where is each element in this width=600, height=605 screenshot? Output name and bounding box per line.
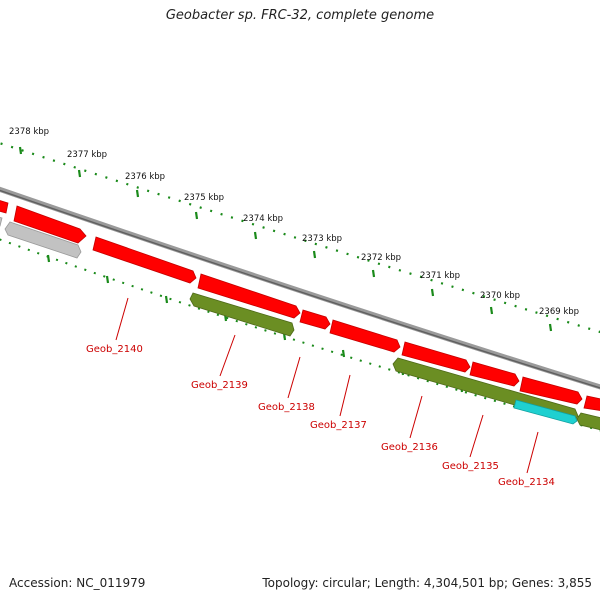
gene-labels: Geob_2140 Geob_2139 Geob_2138 Geob_2137 … — [86, 344, 555, 488]
gene-label[interactable]: Geob_2136 — [381, 442, 438, 453]
ruler-tick — [77, 169, 82, 178]
ruler-label: 2371 kbp — [420, 271, 460, 281]
gene-arrow[interactable] — [13, 205, 87, 244]
ruler-tick — [253, 231, 258, 240]
inner-tick — [46, 254, 51, 263]
gene-arrow[interactable] — [92, 236, 197, 284]
pseudo-feature[interactable] — [4, 221, 82, 259]
gene-arrow-reverse[interactable] — [189, 292, 295, 337]
ruler-tick — [371, 269, 376, 278]
ruler-label: 2372 kbp — [361, 253, 401, 263]
gene-arrow[interactable] — [329, 319, 401, 353]
inner-tick — [164, 295, 169, 304]
gene-label[interactable]: Geob_2140 — [86, 344, 143, 355]
gene-label[interactable]: Geob_2139 — [191, 380, 248, 391]
gene-arrow[interactable] — [401, 341, 471, 373]
gene-label[interactable]: Geob_2137 — [310, 420, 367, 431]
genome-backbone — [0, 186, 600, 390]
ruler-tick — [430, 288, 435, 297]
gene-features — [0, 199, 600, 432]
inner-tick — [105, 275, 110, 284]
ruler-label: 2376 kbp — [125, 172, 165, 182]
kbp-ruler: 2378 kbp 2377 kbp 2376 kbp 2375 kbp 2374 kbp… — [0, 127, 600, 334]
ruler-tick — [194, 211, 199, 220]
page-title: Geobacter sp. FRC-32, complete genome — [165, 8, 435, 23]
ruler-tick — [18, 146, 23, 155]
genome-info-text: Topology: circular; Length: 4,304,501 bp… — [262, 576, 592, 590]
gene-label[interactable]: Geob_2134 — [498, 477, 555, 488]
accession-text: Accession: NC_011979 — [9, 576, 146, 590]
ruler-tick — [548, 323, 553, 332]
pseudo-feature[interactable] — [0, 216, 3, 227]
rna-feature[interactable] — [513, 399, 578, 425]
ruler-tick — [489, 306, 494, 315]
gene-arrow[interactable] — [299, 309, 331, 330]
gene-arrow[interactable] — [0, 199, 9, 214]
gene-arrow[interactable] — [469, 361, 520, 387]
gene-arrow[interactable] — [519, 376, 583, 405]
ruler-label: 2374 kbp — [243, 214, 283, 224]
gene-arrow[interactable] — [197, 273, 301, 319]
gene-arrow-reverse[interactable] — [576, 412, 600, 432]
gene-arrow[interactable] — [583, 395, 600, 412]
ruler-tick — [312, 250, 317, 259]
inner-tick — [341, 349, 346, 358]
gene-label[interactable]: Geob_2135 — [442, 461, 499, 472]
gene-label[interactable]: Geob_2138 — [258, 402, 315, 413]
ruler-tick — [135, 189, 140, 198]
gene-label-leaders — [115, 297, 539, 474]
ruler-label: 2378 kbp — [9, 127, 49, 137]
ruler-label: 2370 kbp — [480, 291, 520, 301]
ruler-label: 2369 kbp — [539, 307, 579, 317]
ruler-label: 2373 kbp — [302, 234, 342, 244]
ruler-label: 2375 kbp — [184, 193, 224, 203]
ruler-label: 2377 kbp — [67, 150, 107, 160]
